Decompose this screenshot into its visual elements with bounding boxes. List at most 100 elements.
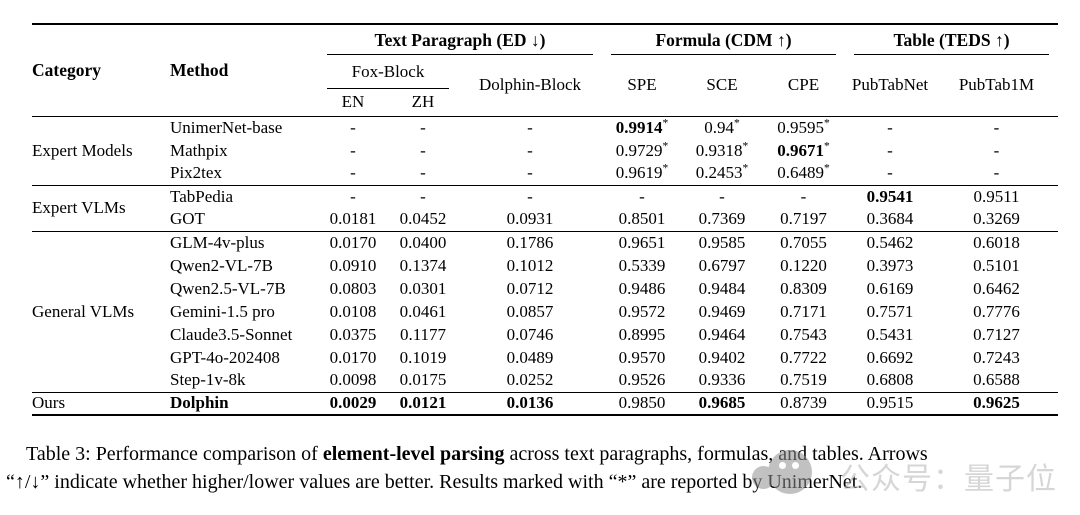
method-cell: Claude3.5-Sonnet <box>170 324 293 344</box>
col-header-spe: SPE <box>602 55 682 117</box>
metric-cell: 0.8739 <box>762 391 845 415</box>
metric-cell: - <box>388 184 458 208</box>
col-header-pubtab1m: PubTab1M <box>935 55 1058 117</box>
metric-cell: 0.6489* <box>777 162 830 183</box>
metric-cell: 0.0712 <box>506 278 554 298</box>
metric-cell: 0.0170 <box>318 230 388 254</box>
metric-cell: - <box>993 140 1000 160</box>
method-cell: GLM-4v-plus <box>170 230 318 254</box>
metric-cell: 0.3973 <box>866 255 914 275</box>
table-caption: Table 3: Performance comparison of eleme… <box>6 440 1074 496</box>
method-cell: Pix2tex <box>170 163 222 183</box>
metric-cell: 0.1012 <box>506 255 554 275</box>
metric-cell: 0.9464 <box>698 324 746 344</box>
metric-cell: 0.0301 <box>399 278 447 298</box>
metric-cell: - <box>350 117 356 137</box>
metric-cell: 0.9570 <box>618 347 666 367</box>
metric-cell: 0.0857 <box>506 301 554 321</box>
metric-cell: 0.0931 <box>506 209 554 229</box>
metric-cell: 0.9685 <box>682 391 762 415</box>
metric-cell: 0.6018 <box>935 230 1058 254</box>
metric-cell: 0.9595* <box>777 117 830 137</box>
metric-cell: 0.9572 <box>618 301 666 321</box>
method-cell: Qwen2.5-VL-7B <box>170 278 286 298</box>
col-header-zh: ZH <box>388 89 458 117</box>
method-cell: GPT-4o-202408 <box>170 347 280 367</box>
header-row-blocks: Fox-Block Dolphin-Block SPE SCE CPE PubT… <box>32 55 1058 117</box>
metric-cell: 0.7055 <box>762 230 845 254</box>
metric-cell: 0.0136 <box>458 391 602 415</box>
metric-cell: 0.6588 <box>973 370 1020 390</box>
metric-cell: 0.9511 <box>935 184 1058 208</box>
table-row-ours: Ours Dolphin 0.0029 0.0121 0.0136 0.9850… <box>32 391 1058 415</box>
reported-marker: * <box>824 162 830 175</box>
metric-cell: 0.9850 <box>602 391 682 415</box>
group-header-text-paragraph: Text Paragraph (ED ↓) <box>318 24 602 55</box>
metric-cell: 0.5431 <box>866 324 914 344</box>
category-cell: Expert Models <box>32 140 133 160</box>
table-row: Qwen2.5-VL-7B 0.0803 0.0301 0.0712 0.948… <box>32 277 1058 300</box>
table-row: GPT-4o-202408 0.0170 0.1019 0.0489 0.957… <box>32 346 1058 369</box>
metric-cell: 0.0489 <box>506 347 554 367</box>
metric-cell: 0.0910 <box>329 255 377 275</box>
metric-cell: 0.0175 <box>399 370 447 390</box>
method-cell: Dolphin <box>170 391 318 415</box>
table-row: Mathpix - - - 0.9729* 0.9318* 0.9671* - … <box>32 139 1058 162</box>
method-cell: Step-1v-8k <box>170 370 246 390</box>
metric-cell: - <box>527 117 533 137</box>
metric-cell: 0.7243 <box>973 347 1020 367</box>
metric-cell: 0.6797 <box>698 255 746 275</box>
metric-cell: 0.1786 <box>458 230 602 254</box>
col-header-category: Category <box>32 24 170 117</box>
metric-cell: 0.94* <box>704 117 740 137</box>
metric-cell: 0.9585 <box>682 230 762 254</box>
metric-cell: 0.0375 <box>329 324 377 344</box>
metric-cell: 0.9318* <box>695 139 749 160</box>
metric-cell: 0.9619* <box>615 162 669 183</box>
reported-marker: * <box>742 139 749 152</box>
metric-cell: 0.9625 <box>935 391 1058 415</box>
metric-cell: 0.5339 <box>618 255 666 275</box>
metric-cell: - <box>420 163 426 183</box>
metric-cell: 0.9914* <box>615 117 669 137</box>
results-table-wrapper: Category Method Text Paragraph (ED ↓) Fo… <box>32 23 1058 416</box>
metric-cell: 0.0400 <box>388 230 458 254</box>
method-cell: Qwen2-VL-7B <box>170 255 273 275</box>
metric-cell: - <box>350 140 356 160</box>
header-row-groups: Category Method Text Paragraph (ED ↓) Fo… <box>32 24 1058 117</box>
col-header-cpe: CPE <box>762 55 845 117</box>
metric-cell: 0.1374 <box>399 255 447 275</box>
metric-cell: - <box>993 117 1000 137</box>
metric-cell: 0.8501 <box>618 209 666 229</box>
category-cell: General VLMs <box>32 230 170 392</box>
col-header-dolphin-block: Dolphin-Block <box>458 55 602 117</box>
metric-cell: 0.9526 <box>618 370 666 390</box>
metric-cell: 0.2453* <box>695 162 749 183</box>
col-header-method: Method <box>170 24 318 117</box>
metric-cell: 0.9486 <box>618 278 666 298</box>
metric-cell: 0.0461 <box>399 301 447 321</box>
metric-cell: - <box>887 117 893 137</box>
metric-cell: 0.7127 <box>973 324 1020 344</box>
table-row: Pix2tex - - - 0.9619* 0.2453* 0.6489* - … <box>32 162 1058 185</box>
category-cell: Expert VLMs <box>32 184 170 231</box>
metric-cell: 0.7722 <box>780 347 827 367</box>
group-header-formula: Formula (CDM ↑) <box>602 24 845 55</box>
metric-cell: - <box>602 184 682 208</box>
table-header: Category Method Text Paragraph (ED ↓) Fo… <box>32 24 1058 117</box>
metric-cell: 0.6692 <box>866 347 914 367</box>
metric-cell: 0.0108 <box>329 301 377 321</box>
metric-cell: 0.7171 <box>780 301 827 321</box>
category-cell: Ours <box>32 391 170 415</box>
metric-cell: 0.6808 <box>866 370 914 390</box>
table-row: General VLMs GLM-4v-plus 0.0170 0.0400 0… <box>32 230 1058 392</box>
metric-cell: 0.8995 <box>618 324 666 344</box>
group-header-table: Table (TEDS ↑) <box>845 24 1058 55</box>
metric-cell: 0.0170 <box>329 347 377 367</box>
metric-cell: 0.7369 <box>698 209 746 229</box>
table-row: Expert Models UnimerNet-base - - - 0.991… <box>32 116 1058 159</box>
metric-cell: 0.0803 <box>329 278 377 298</box>
metric-cell: 0.1177 <box>399 324 447 344</box>
metric-cell: - <box>420 117 426 137</box>
metric-cell: 0.6169 <box>866 278 914 298</box>
